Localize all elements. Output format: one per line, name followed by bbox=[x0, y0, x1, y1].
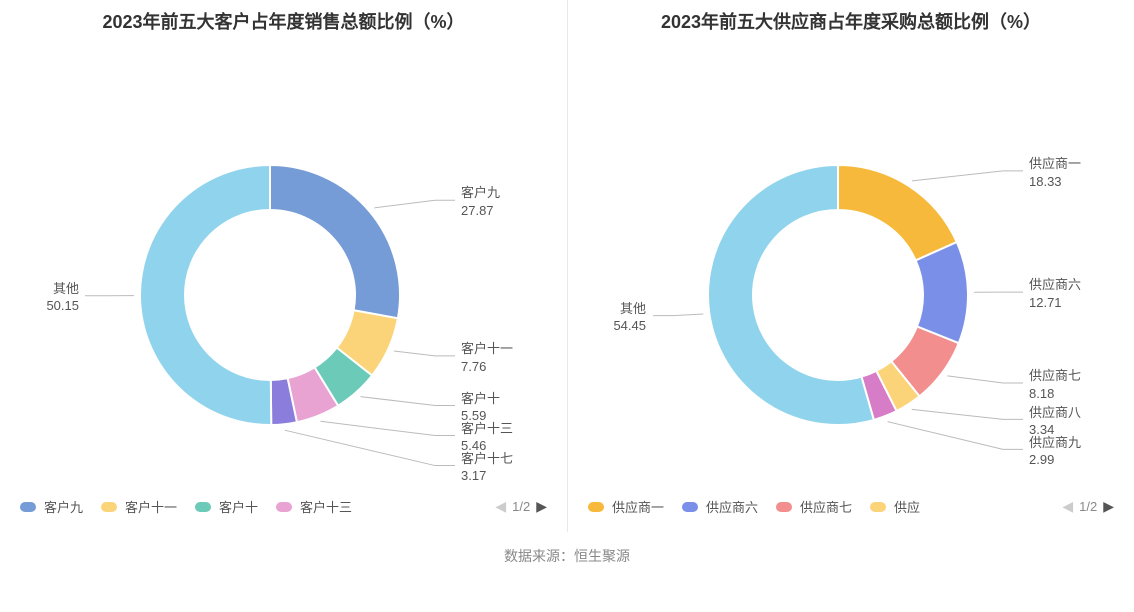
legend-label: 客户十 bbox=[219, 497, 258, 516]
donut-slice[interactable] bbox=[270, 165, 400, 318]
slice-value: 18.33 bbox=[1029, 173, 1081, 191]
legend-label: 供应商七 bbox=[800, 497, 852, 516]
slice-label: 客户九 27.87 bbox=[461, 184, 500, 219]
pager-page: 1/2 bbox=[1079, 499, 1097, 514]
slice-label: 其他54.45 bbox=[613, 300, 646, 335]
donut-slice[interactable] bbox=[140, 165, 271, 425]
pager-prev-icon[interactable]: ◀ bbox=[495, 498, 506, 515]
donut-chart: 供应商一18.33供应商六12.71供应商七8.18供应商八3.34供应商九2.… bbox=[588, 45, 1114, 485]
slice-name: 客户九 bbox=[461, 185, 500, 200]
chart-title: 2023年前五大供应商占年度采购总额比例（%） bbox=[588, 10, 1114, 35]
pager-page: 1/2 bbox=[512, 499, 530, 514]
legend-item[interactable]: 供应商七 bbox=[776, 497, 852, 516]
legend-swatch bbox=[870, 502, 886, 512]
slice-name: 其他 bbox=[53, 281, 79, 296]
slice-name: 客户十 bbox=[461, 391, 500, 406]
slice-name: 供应商九 bbox=[1029, 435, 1081, 450]
slice-label: 供应商七 8.18 bbox=[1029, 367, 1081, 402]
legend-item[interactable]: 客户九 bbox=[20, 497, 83, 516]
legend-swatch bbox=[195, 502, 211, 512]
legend-row: 供应商一 供应商六 供应商七 供应 ◀ 1/2 ▶ bbox=[588, 485, 1114, 532]
slice-name: 客户十七 bbox=[461, 451, 513, 466]
legend-item[interactable]: 供应商六 bbox=[682, 497, 758, 516]
legend-swatch bbox=[20, 502, 36, 512]
legend-label: 供应 bbox=[894, 497, 920, 516]
slice-value: 50.15 bbox=[46, 297, 79, 315]
legend-pager: ◀ 1/2 ▶ bbox=[495, 498, 547, 515]
slice-value: 7.76 bbox=[461, 358, 513, 376]
legend-item[interactable]: 客户十三 bbox=[276, 497, 352, 516]
pager-next-icon[interactable]: ▶ bbox=[1103, 498, 1114, 515]
legend-swatch bbox=[276, 502, 292, 512]
legend-label: 客户十三 bbox=[300, 497, 352, 516]
slice-name: 供应商七 bbox=[1029, 368, 1081, 383]
chart-title: 2023年前五大客户占年度销售总额比例（%） bbox=[20, 10, 547, 35]
slice-label: 供应商一 18.33 bbox=[1029, 155, 1081, 190]
slice-name: 客户十一 bbox=[461, 341, 513, 356]
slice-label: 客户十一 7.76 bbox=[461, 340, 513, 375]
slice-label: 其他50.15 bbox=[46, 280, 79, 315]
legend-item[interactable]: 客户十一 bbox=[101, 497, 177, 516]
pager-next-icon[interactable]: ▶ bbox=[536, 498, 547, 515]
legend-item[interactable]: 客户十 bbox=[195, 497, 258, 516]
slice-value: 8.18 bbox=[1029, 385, 1081, 403]
legend-item[interactable]: 供应商一 bbox=[588, 497, 664, 516]
data-source: 数据来源：恒生聚源 bbox=[0, 532, 1134, 584]
legend-label: 供应商一 bbox=[612, 497, 664, 516]
slice-value: 3.17 bbox=[461, 467, 513, 485]
legend-row: 客户九 客户十一 客户十 客户十三 ◀ 1/2 ▶ bbox=[20, 485, 547, 532]
slice-name: 客户十三 bbox=[461, 421, 513, 436]
panel-suppliers: 2023年前五大供应商占年度采购总额比例（%） 供应商一 18.33 供应商六 12.… bbox=[567, 0, 1134, 532]
slice-label: 客户十七3.17 bbox=[461, 450, 513, 485]
legend-swatch bbox=[101, 502, 117, 512]
slice-value: 54.45 bbox=[613, 317, 646, 335]
slice-label: 供应商六 12.71 bbox=[1029, 276, 1081, 311]
slice-value: 2.99 bbox=[1029, 451, 1081, 469]
legend-label: 客户九 bbox=[44, 497, 83, 516]
slice-label: 供应商九2.99 bbox=[1029, 434, 1081, 469]
slice-value: 12.71 bbox=[1029, 294, 1081, 312]
slice-value: 27.87 bbox=[461, 202, 500, 220]
slice-name: 供应商一 bbox=[1029, 156, 1081, 171]
pager-prev-icon[interactable]: ◀ bbox=[1062, 498, 1073, 515]
slice-name: 其他 bbox=[620, 301, 646, 316]
legend-pager: ◀ 1/2 ▶ bbox=[1062, 498, 1114, 515]
charts-container: 2023年前五大客户占年度销售总额比例（%） 客户九27.87客户十一7.76客… bbox=[0, 0, 1134, 532]
slice-name: 供应商六 bbox=[1029, 277, 1081, 292]
legend-swatch bbox=[682, 502, 698, 512]
legend-item[interactable]: 供应 bbox=[870, 497, 920, 516]
legend-swatch bbox=[588, 502, 604, 512]
legend-label: 客户十一 bbox=[125, 497, 177, 516]
legend-label: 供应商六 bbox=[706, 497, 758, 516]
donut-slice[interactable] bbox=[916, 242, 968, 343]
legend-swatch bbox=[776, 502, 792, 512]
panel-customers: 2023年前五大客户占年度销售总额比例（%） 客户九27.87客户十一7.76客… bbox=[0, 0, 567, 532]
donut-chart: 客户九27.87客户十一7.76客户十5.59客户十三5.46客户十七3.17其… bbox=[20, 45, 547, 485]
slice-name: 供应商八 bbox=[1029, 405, 1081, 420]
donut-slice[interactable] bbox=[838, 165, 957, 260]
